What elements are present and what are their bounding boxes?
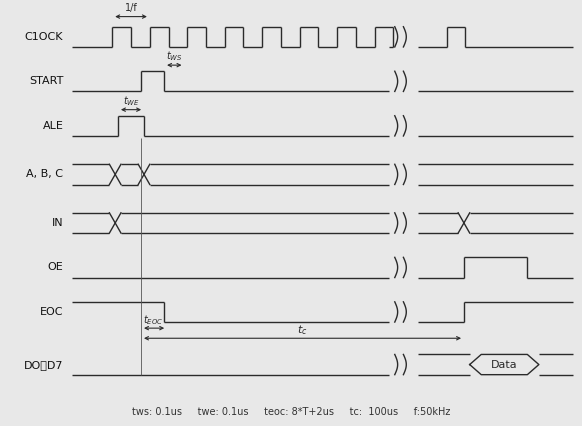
Text: Data: Data xyxy=(491,360,517,369)
Text: ALE: ALE xyxy=(42,121,63,131)
Text: $t_c$: $t_c$ xyxy=(297,323,308,337)
Text: A, B, C: A, B, C xyxy=(26,170,63,179)
Text: START: START xyxy=(29,76,63,86)
Text: IN: IN xyxy=(52,218,63,228)
Text: tws: 0.1us     twe: 0.1us     teoc: 8*T+2us     tc:  100us     f:50kHz: tws: 0.1us twe: 0.1us teoc: 8*T+2us tc: … xyxy=(132,407,450,417)
Text: OE: OE xyxy=(48,262,63,273)
Text: C1OCK: C1OCK xyxy=(25,32,63,42)
Text: $t_{WE}$: $t_{WE}$ xyxy=(123,94,140,108)
Text: EOC: EOC xyxy=(40,307,63,317)
Text: $t_{WS}$: $t_{WS}$ xyxy=(166,49,183,63)
Text: DO～D7: DO～D7 xyxy=(24,360,63,369)
Text: 1/f: 1/f xyxy=(125,3,137,13)
Text: $t_{EOC}$: $t_{EOC}$ xyxy=(143,313,163,327)
